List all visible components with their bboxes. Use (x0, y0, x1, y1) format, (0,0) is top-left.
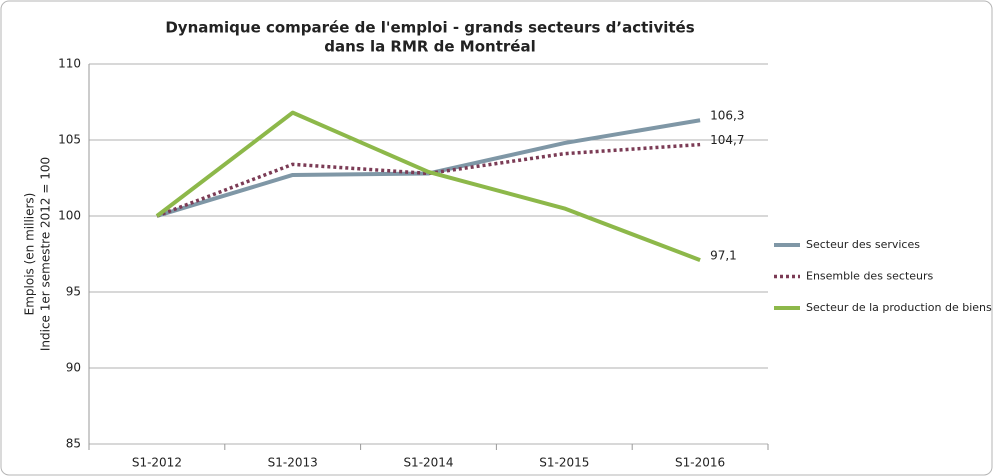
y-tick-label: 85 (66, 437, 81, 451)
chart-title: Dynamique comparée de l'emploi - grands … (165, 19, 694, 37)
series-line (156, 142, 701, 218)
y-axis-label: Emplois (en milliers) (23, 193, 37, 316)
legend-label: Ensemble des secteurs (806, 270, 934, 283)
x-tick-label: S1-2015 (539, 456, 589, 470)
x-tick-label: S1-2012 (132, 456, 182, 470)
x-tick-label: S1-2014 (403, 456, 453, 470)
x-tick-label: S1-2013 (268, 456, 318, 470)
y-tick-label: 95 (66, 285, 81, 299)
data-label: 106,3 (710, 109, 744, 123)
y-tick-label: 90 (66, 361, 81, 375)
legend-label: Secteur des services (806, 238, 920, 251)
x-tick-label: S1-2016 (675, 456, 725, 470)
y-tick-label: 100 (58, 209, 81, 223)
series-line (155, 110, 701, 262)
legend-label: Secteur de la production de biens (806, 301, 992, 314)
data-label: 104,7 (710, 133, 744, 147)
data-label: 97,1 (710, 249, 737, 263)
y-axis-label: Indice 1er semestre 2012 = 100 (39, 157, 53, 351)
y-tick-label: 105 (58, 133, 81, 147)
y-tick-label: 110 (58, 57, 81, 71)
chart-title: dans la RMR de Montréal (324, 38, 535, 56)
